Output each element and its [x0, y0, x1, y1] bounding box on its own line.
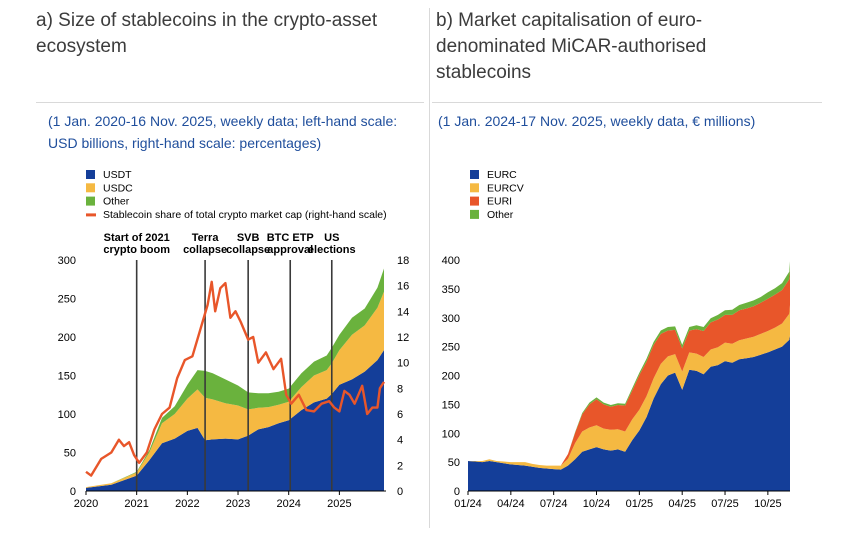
chart-a-xtick-2025: 2025 [327, 498, 351, 510]
chart-b-legend-label-other: Other [487, 209, 514, 221]
chart-a-event-label-1-1: Start of 2021 [104, 232, 170, 244]
chart-a-xtick-2023: 2023 [226, 498, 250, 510]
chart-b-xtick-7: 07/25 [711, 498, 739, 510]
chart-a-xtick-2020: 2020 [74, 498, 98, 510]
chart-a-event-label-1-2: crypto boom [103, 244, 170, 256]
chart-a-y2tick-8: 8 [397, 383, 403, 395]
panel-b-subtitle: (1 Jan. 2024-17 Nov. 2025, weekly data, … [438, 113, 756, 129]
panel-b-title: b) Market capitalisation of euro-denomin… [436, 10, 707, 83]
chart-a-ytick-100: 100 [58, 409, 76, 421]
chart-b-xtick-3: 07/24 [540, 498, 568, 510]
chart-b-xtick-8: 10/25 [754, 498, 782, 510]
chart-a-ytick-300: 300 [58, 255, 76, 267]
chart-a-legend-label-usdc: USDC [103, 182, 133, 194]
chart-a-ytick-50: 50 [64, 448, 76, 460]
chart-a-event-label-4-2: approval [267, 244, 313, 256]
chart-b-ytick-0: 0 [454, 486, 460, 498]
chart-a-ytick-0: 0 [70, 486, 76, 498]
chart-b-xtick-6: 04/25 [668, 498, 696, 510]
chart-b-ytick-50: 50 [448, 457, 460, 469]
panel-a-title: a) Size of stablecoins in the crypto-ass… [36, 10, 378, 57]
chart-a-event-label-5-2: elections [308, 244, 356, 256]
chart-b-ytick-200: 200 [442, 371, 460, 383]
panel-b-rule [432, 102, 822, 103]
chart-a-y2tick-2: 2 [397, 460, 403, 472]
chart-a-area-usdt [86, 350, 384, 491]
chart-a-y2tick-12: 12 [397, 332, 409, 344]
chart-a-ytick-250: 250 [58, 294, 76, 306]
chart-a-legend-label-stablecoin-share-of-total-crypto-market-cap-right-hand-scale: Stablecoin share of total crypto market … [103, 209, 387, 221]
chart-b-xtick-2: 04/24 [497, 498, 525, 510]
chart-b-ytick-100: 100 [442, 428, 460, 440]
chart-b: 0 50 100 150 200 250 300 350 400 01/24 04/24 07/24 1… [442, 169, 790, 510]
chart-b-legend-swatch-eurc [470, 170, 479, 179]
chart-a-y2tick-10: 10 [397, 358, 409, 370]
chart-b-area-eurcv [468, 305, 790, 470]
chart-b-xtick-4: 10/24 [583, 498, 611, 510]
chart-b-xtick-1: 01/24 [454, 498, 482, 510]
chart-b-ytick-300: 300 [442, 313, 460, 325]
chart-a-event-label-4-1: BTC ETP [267, 232, 314, 244]
chart-b-ytick-250: 250 [442, 342, 460, 354]
chart-a-legend-swatch-usdt [86, 170, 95, 179]
chart-b-legend-swatch-euri [470, 196, 479, 206]
chart-b-ytick-150: 150 [442, 399, 460, 411]
panel-a-rule [36, 102, 424, 103]
chart-a-xtick-2021: 2021 [124, 498, 148, 510]
chart-a-legend-label-other: Other [103, 196, 130, 208]
chart-a-xtick-2022: 2022 [175, 498, 199, 510]
chart-a-share-line [85, 280, 386, 477]
chart-a-y2tick-14: 14 [397, 306, 409, 318]
chart-a-ytick-200: 200 [58, 332, 76, 344]
chart-a-y2tick-18: 18 [397, 255, 409, 267]
chart-a-y2tick-0: 0 [397, 486, 403, 498]
chart-b-ytick-350: 350 [442, 284, 460, 296]
chart-a-legend-swatch-other [86, 196, 95, 206]
chart-b-xtick-5: 01/25 [626, 498, 654, 510]
chart-a-ytick-150: 150 [58, 371, 76, 383]
chart-b-legend-swatch-eurcv [470, 183, 479, 193]
chart-b-legend-label-euri: EURI [487, 196, 512, 208]
panel-divider [429, 8, 430, 528]
chart-a-event-label-2-2: collapse [183, 244, 227, 256]
panel-a-subtitle: (1 Jan. 2020-16 Nov. 2025, weekly data; … [48, 113, 398, 151]
chart-a-area-usdc [86, 291, 384, 488]
chart-b-ytick-400: 400 [442, 255, 460, 267]
chart-a-y2tick-16: 16 [397, 281, 409, 293]
chart-b-legend-label-eurc: EURC [487, 169, 517, 181]
chart-a-event-label-3-2: collapse [226, 244, 270, 256]
chart-b-legend-label-eurcv: EURCV [487, 182, 524, 194]
chart-b-legend-swatch-other [470, 209, 479, 219]
chart-a-y2tick-6: 6 [397, 409, 403, 421]
chart-a-xtick-2024: 2024 [276, 498, 300, 510]
chart-a-event-label-5-1: US [324, 232, 339, 244]
chart-a-event-label-2-1: Terra [192, 232, 220, 244]
chart-b-area-eurc [468, 335, 790, 491]
chart-a-legend-swatch-usdc [86, 183, 95, 193]
chart-a-legend-label-usdt: USDT [103, 169, 132, 181]
chart-a-event-label-3-1: SVB [237, 232, 260, 244]
chart-a-y2tick-4: 4 [397, 435, 403, 447]
